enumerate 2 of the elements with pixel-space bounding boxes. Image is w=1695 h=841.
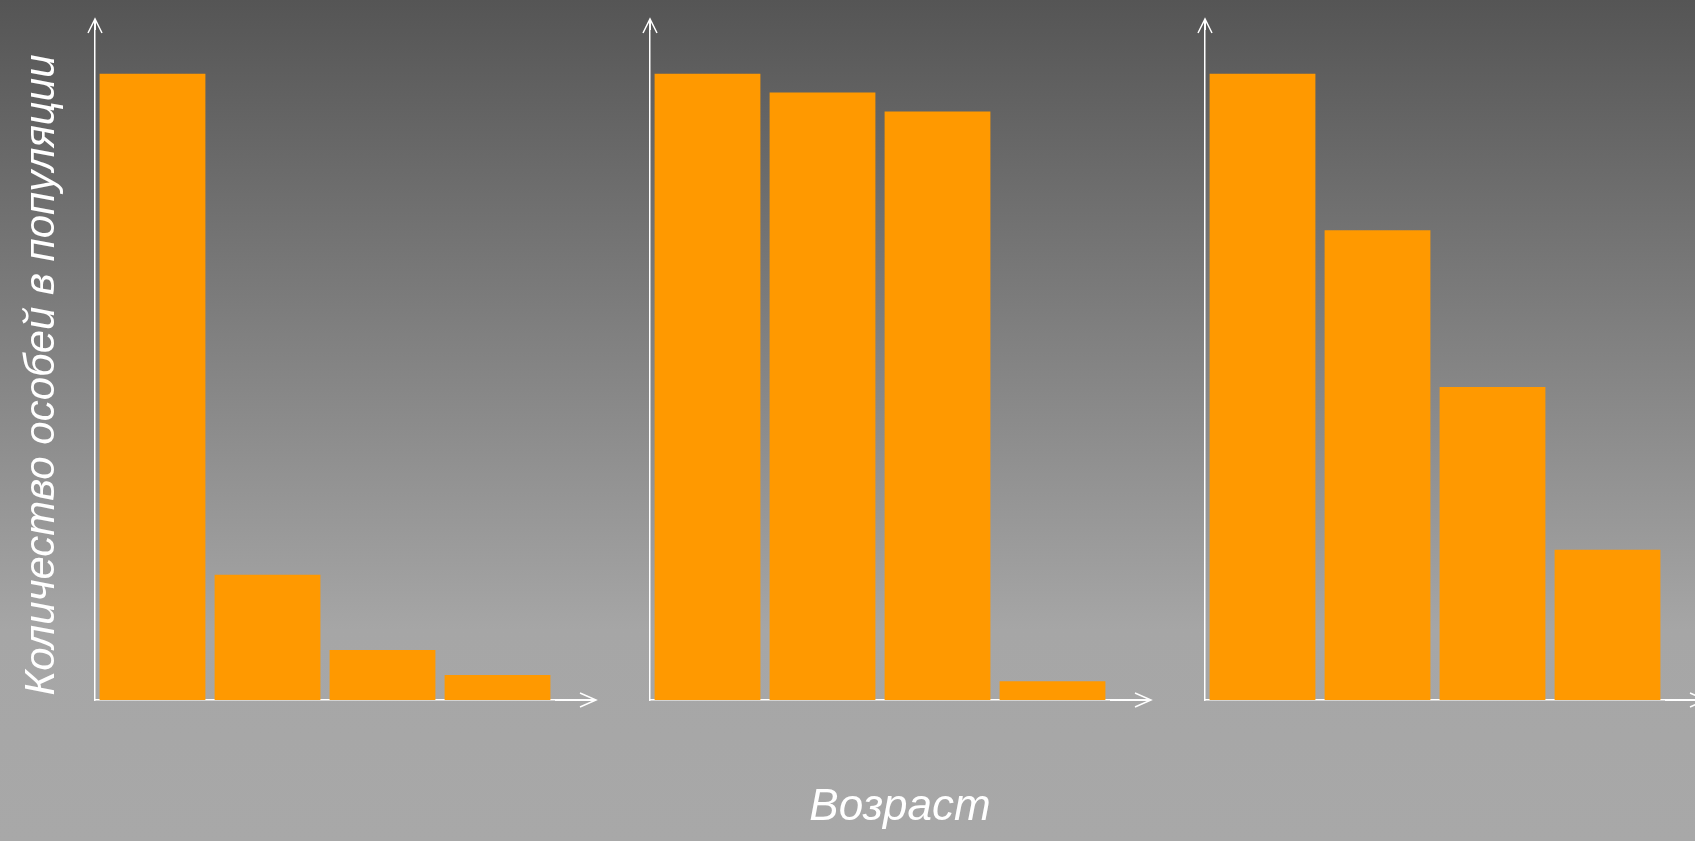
x-axis-title: Возраст (809, 780, 991, 830)
y-axis-title: Количество особей в популяции (16, 54, 64, 696)
